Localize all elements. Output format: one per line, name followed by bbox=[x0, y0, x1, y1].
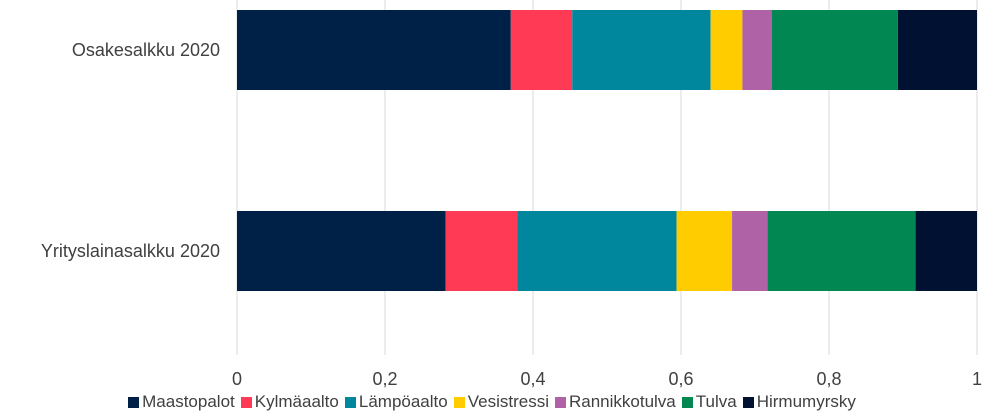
bar-segment-rannikkotulva bbox=[742, 10, 773, 90]
x-tick-label: 0,8 bbox=[816, 369, 841, 389]
legend-label: Lämpöaalto bbox=[358, 392, 448, 411]
bar-segment-hirmumyrsky bbox=[915, 211, 977, 291]
bar-segment-lämpöaalto bbox=[572, 10, 711, 90]
legend-item: Lämpöaalto bbox=[344, 392, 448, 412]
bar-segment-maastopalot bbox=[237, 211, 446, 291]
bar-segment-maastopalot bbox=[237, 10, 511, 90]
legend-label: Tulva bbox=[695, 392, 737, 411]
legend-item: Rannikkotulva bbox=[554, 392, 676, 412]
bar-segment-rannikkotulva bbox=[732, 211, 768, 291]
legend-label: Vesistressi bbox=[467, 392, 549, 411]
legend-label: Hirmumyrsky bbox=[756, 392, 856, 411]
bar-segment-tulva bbox=[772, 10, 898, 90]
legend-label: Rannikkotulva bbox=[568, 392, 676, 411]
legend-item: Maastopalot bbox=[128, 392, 235, 412]
x-tick-label: 0 bbox=[232, 369, 242, 389]
x-tick-label: 0,2 bbox=[372, 369, 397, 389]
legend-item: Hirmumyrsky bbox=[742, 392, 856, 412]
legend-swatch bbox=[128, 396, 140, 408]
chart-legend: Maastopalot Kylmäaalto Lämpöaalto Vesistres… bbox=[0, 392, 984, 412]
bar-segment-tulva bbox=[767, 211, 916, 291]
legend-swatch bbox=[344, 396, 356, 408]
bar-segment-kylmäaalto bbox=[445, 211, 518, 291]
legend-item: Vesistressi bbox=[453, 392, 549, 412]
bar-segment-kylmäaalto bbox=[510, 10, 573, 90]
legend-swatch bbox=[554, 396, 566, 408]
bar-segment-lämpöaalto bbox=[517, 211, 677, 291]
legend-label: Kylmäaalto bbox=[254, 392, 339, 411]
x-tick-label: 0,6 bbox=[668, 369, 693, 389]
x-tick-label: 1 bbox=[972, 369, 982, 389]
x-tick-label: 0,4 bbox=[520, 369, 545, 389]
bar-segment-vesistressi bbox=[710, 10, 743, 90]
bar-segment-vesistressi bbox=[676, 211, 733, 291]
bar-segment-hirmumyrsky bbox=[897, 10, 977, 90]
category-label: Yrityslainasalkku 2020 bbox=[41, 241, 220, 261]
legend-swatch bbox=[240, 396, 252, 408]
legend-item: Kylmäaalto bbox=[240, 392, 339, 412]
legend-item: Tulva bbox=[681, 392, 737, 412]
legend-label: Maastopalot bbox=[142, 392, 235, 411]
legend-swatch bbox=[681, 396, 693, 408]
legend-swatch bbox=[453, 396, 465, 408]
legend-swatch bbox=[742, 396, 754, 408]
chart-plot: 0 0,2 0,4 0,6 0,8 1 Osakesalkku 2020 Yrityslain… bbox=[41, 0, 982, 389]
category-label: Osakesalkku 2020 bbox=[72, 40, 220, 60]
